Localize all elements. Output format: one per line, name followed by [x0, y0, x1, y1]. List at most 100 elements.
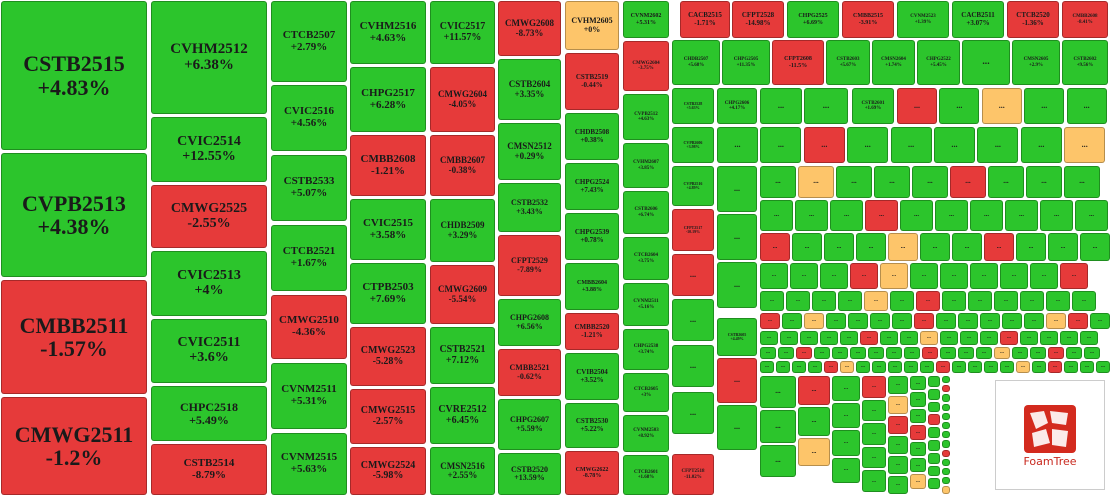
tile-change: +3.88%	[582, 286, 602, 293]
tile-change: -1.71%	[694, 18, 716, 27]
more-label: ...	[844, 211, 849, 219]
tile-change: -2.55%	[187, 215, 231, 231]
tile-name: CHPC2518	[180, 399, 238, 414]
tile-name: CSTB2520	[511, 464, 548, 474]
tile-change: -3.91%	[858, 19, 878, 26]
more-label: ...	[861, 364, 865, 370]
tile-more: ...	[786, 291, 810, 311]
tile-name: CHPG2525	[798, 13, 828, 20]
tile-change: +1.67%	[290, 257, 328, 269]
tile-more: ...	[952, 233, 982, 261]
more-label: ...	[927, 335, 931, 341]
tile-more: ...	[1075, 200, 1108, 231]
tile-more: ...	[960, 331, 978, 345]
tile: CSTB2533 +5.07%	[271, 155, 347, 221]
tile-name: CMSN2516	[440, 460, 485, 471]
tile-more: ...	[780, 331, 798, 345]
tile-name: CSTB2528	[683, 100, 703, 106]
more-label: ...	[1056, 298, 1060, 304]
tile-name: CSTB2521	[439, 344, 486, 355]
more-label: ...	[843, 411, 849, 418]
tile-more: ...	[717, 358, 757, 403]
tile-more	[942, 449, 950, 457]
tile: CHDB2507 +5.68%	[672, 40, 720, 85]
tile-more: ...	[984, 233, 1014, 261]
more-label: ...	[872, 407, 876, 413]
tile-more: ...	[940, 331, 958, 345]
tile: CSTB2532 +3.43%	[498, 183, 561, 232]
tile: CVNM2511 +5.31%	[271, 363, 347, 429]
tile-more: ...	[910, 376, 926, 391]
tile-change: +4.83%	[37, 74, 111, 100]
tile-change: +3.29%	[447, 229, 478, 240]
tile-more: ...	[672, 299, 714, 341]
tile-more: ...	[856, 361, 870, 373]
tile-more: ...	[1032, 361, 1046, 373]
tile-more: ...	[832, 376, 860, 402]
tile-name: CVPB2513	[22, 190, 126, 216]
more-label: ...	[811, 386, 817, 394]
tile-name: CVIC2517	[439, 21, 486, 32]
tile-name: CFPT2528	[741, 11, 775, 20]
more-label: ...	[822, 298, 826, 304]
tile-change: +9.56%	[1076, 62, 1094, 68]
tile-change: +7.12%	[445, 354, 480, 366]
tile-more: ...	[862, 446, 886, 469]
tile-more: ...	[1030, 263, 1058, 289]
tile-change: +5.31%	[636, 19, 656, 26]
tile-more: ...	[836, 166, 872, 198]
tile-more: ...	[900, 331, 918, 345]
tile-name: CACB2515	[688, 11, 722, 20]
tile-more: ...	[1040, 331, 1058, 345]
tile-change: +4.56%	[290, 117, 328, 129]
tile-more: ...	[886, 347, 902, 359]
more-label: ...	[771, 272, 777, 279]
tile-more: ...	[981, 88, 1022, 124]
more-label: ...	[838, 350, 842, 356]
tile-more: ...	[1000, 331, 1018, 345]
more-label: ...	[872, 478, 876, 484]
tile-name: CFPT2517	[683, 224, 703, 230]
tile: CSTB2530 +5.22%	[565, 403, 619, 448]
more-label: ...	[900, 298, 904, 304]
tile-more: ...	[832, 403, 860, 429]
tile-name: CMWG2523	[360, 345, 416, 356]
tile-more	[942, 412, 950, 420]
more-label: ...	[916, 462, 920, 468]
tile-more	[942, 403, 950, 411]
tile: CMBB2608 -1.21%	[350, 135, 426, 196]
tile-more: ...	[942, 291, 966, 311]
tile-change: -11.02%	[684, 474, 702, 480]
tile: CFPT2518 -11.02%	[672, 454, 714, 495]
tile-more: ...	[984, 361, 998, 373]
tile-name: CMBB2608	[360, 152, 416, 165]
tile-change: +7.43%	[580, 185, 604, 194]
tile: CFPT2528 -14.98%	[732, 1, 784, 38]
tile-more: ...	[980, 331, 998, 345]
tile-more: ...	[847, 127, 889, 163]
more-label: ...	[896, 382, 900, 388]
more-label: ...	[956, 100, 963, 110]
more-label: ...	[811, 447, 817, 455]
tile: CMSN2604 +1.74%	[872, 40, 915, 85]
tile-more: ...	[760, 166, 796, 198]
tile-name: CVIC2513	[177, 267, 241, 283]
tile-change: +0.38%	[580, 135, 604, 144]
tile: CMWG2525 -2.55%	[151, 185, 267, 248]
more-label: ...	[989, 364, 993, 370]
tile: CVHM2607 +3.85%	[623, 143, 669, 188]
tile-more: ...	[910, 458, 926, 473]
more-label: ...	[775, 421, 781, 430]
more-label: ...	[734, 231, 740, 241]
tile-more: ...	[776, 361, 790, 373]
tile-more: ...	[760, 331, 778, 345]
tile-more: ...	[830, 200, 863, 231]
tile: CHPG2517 +6.28%	[350, 67, 426, 132]
tile-more: ...	[874, 166, 910, 198]
more-label: ...	[982, 350, 986, 356]
tile: CVNM2503 +8.92%	[623, 415, 669, 452]
tile: CFPT2608 -11.5%	[772, 40, 824, 85]
more-label: ...	[868, 243, 874, 250]
more-label: ...	[1083, 100, 1090, 110]
tile-change: -7.89%	[517, 264, 542, 274]
